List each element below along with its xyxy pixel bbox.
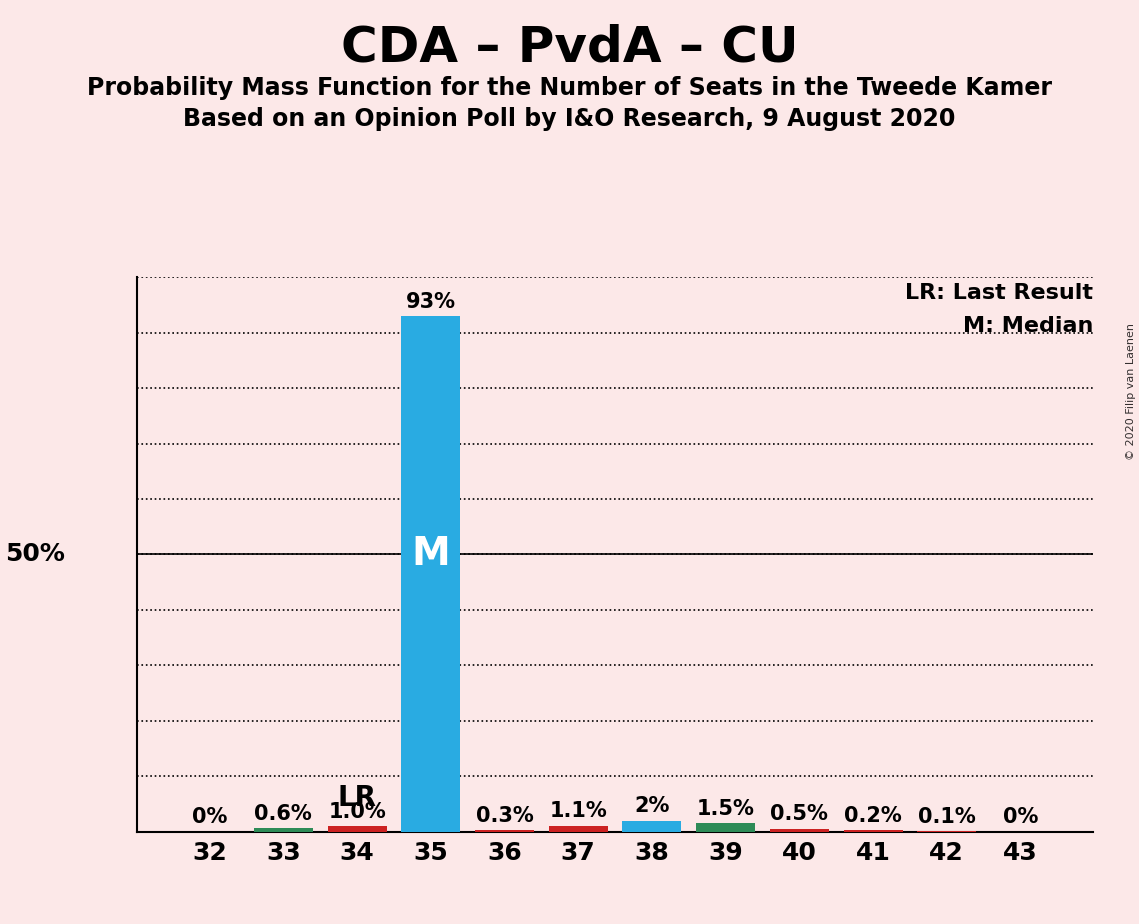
Text: 1.1%: 1.1% bbox=[549, 801, 607, 821]
Text: Probability Mass Function for the Number of Seats in the Tweede Kamer: Probability Mass Function for the Number… bbox=[87, 76, 1052, 100]
Text: LR: Last Result: LR: Last Result bbox=[906, 283, 1093, 303]
Text: M: M bbox=[411, 535, 450, 574]
Bar bbox=[475, 830, 534, 832]
Text: CDA – PvdA – CU: CDA – PvdA – CU bbox=[341, 23, 798, 71]
Bar bbox=[844, 831, 902, 832]
Text: 0%: 0% bbox=[192, 808, 228, 827]
Bar bbox=[770, 829, 829, 832]
Text: LR: LR bbox=[337, 784, 377, 812]
Text: 93%: 93% bbox=[405, 292, 456, 311]
Bar bbox=[254, 828, 313, 832]
Text: 0.3%: 0.3% bbox=[476, 806, 533, 825]
Text: 0.6%: 0.6% bbox=[254, 804, 312, 824]
Text: 2%: 2% bbox=[634, 796, 670, 816]
Bar bbox=[696, 823, 755, 832]
Bar bbox=[328, 826, 386, 832]
Text: 50%: 50% bbox=[5, 542, 65, 566]
Bar bbox=[622, 821, 681, 832]
Text: 0.5%: 0.5% bbox=[770, 805, 828, 824]
Text: 0.2%: 0.2% bbox=[844, 806, 902, 826]
Text: Based on an Opinion Poll by I&O Research, 9 August 2020: Based on an Opinion Poll by I&O Research… bbox=[183, 107, 956, 131]
Text: © 2020 Filip van Laenen: © 2020 Filip van Laenen bbox=[1126, 323, 1136, 460]
Text: 1.0%: 1.0% bbox=[328, 802, 386, 821]
Text: 1.5%: 1.5% bbox=[697, 799, 754, 819]
Text: M: Median: M: Median bbox=[964, 316, 1093, 336]
Bar bbox=[549, 825, 608, 832]
Text: 0%: 0% bbox=[1002, 808, 1038, 827]
Bar bbox=[401, 316, 460, 832]
Text: 0.1%: 0.1% bbox=[918, 807, 976, 827]
